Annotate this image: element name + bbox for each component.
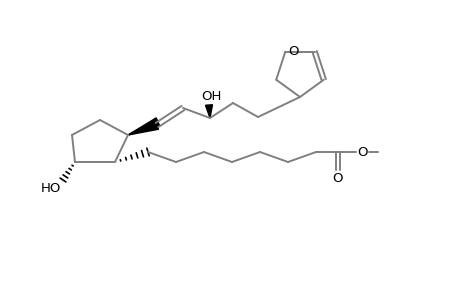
Polygon shape — [128, 118, 159, 135]
Text: O: O — [357, 146, 368, 158]
Text: HO: HO — [41, 182, 61, 194]
Polygon shape — [128, 121, 158, 135]
Polygon shape — [205, 105, 212, 118]
Text: O: O — [287, 45, 298, 58]
Text: O: O — [332, 172, 342, 184]
Text: OH: OH — [201, 89, 221, 103]
